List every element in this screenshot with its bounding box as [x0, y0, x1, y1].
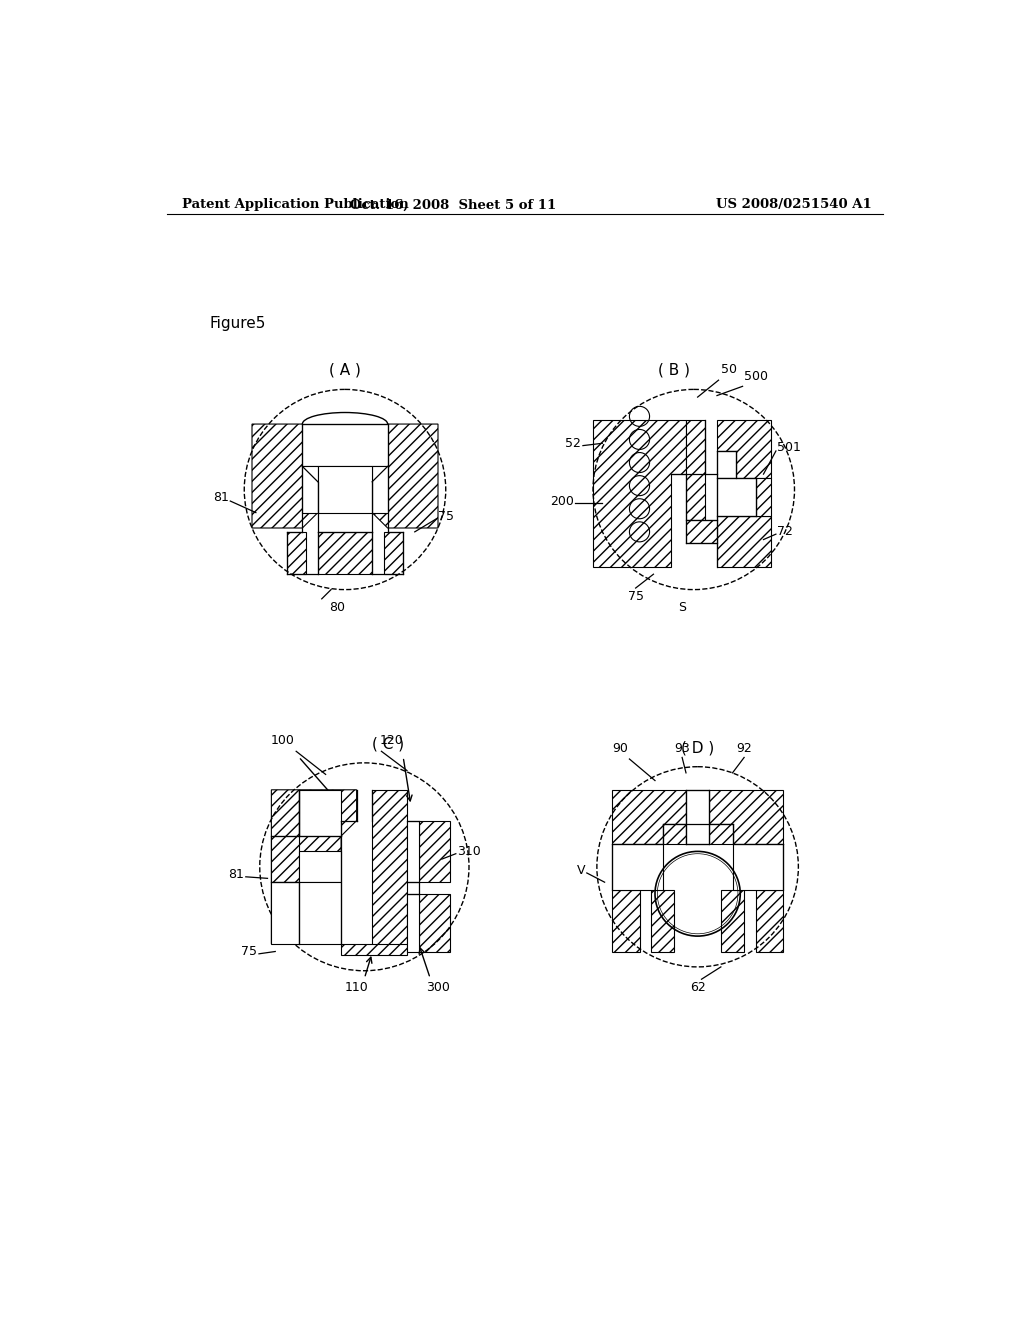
Text: 120: 120: [380, 734, 403, 747]
Polygon shape: [717, 420, 771, 478]
Text: 300: 300: [426, 981, 450, 994]
Text: 90: 90: [612, 742, 628, 755]
Polygon shape: [710, 789, 783, 843]
Polygon shape: [717, 516, 771, 566]
Polygon shape: [252, 424, 317, 528]
Text: ( C ): ( C ): [372, 737, 403, 751]
Polygon shape: [756, 890, 783, 952]
Text: 110: 110: [345, 981, 369, 994]
Bar: [299, 882, 341, 944]
Bar: [717, 478, 756, 516]
Text: 52: 52: [565, 437, 582, 450]
Bar: [407, 894, 419, 952]
Polygon shape: [756, 478, 771, 516]
Polygon shape: [317, 532, 372, 574]
Polygon shape: [593, 420, 686, 566]
Polygon shape: [341, 944, 407, 956]
Polygon shape: [271, 836, 299, 882]
Polygon shape: [721, 890, 744, 952]
Text: 50: 50: [721, 363, 737, 376]
Polygon shape: [384, 532, 403, 574]
Text: ( D ): ( D ): [681, 741, 715, 755]
Bar: [732, 843, 783, 890]
Polygon shape: [612, 890, 640, 952]
Text: Oct. 16, 2008  Sheet 5 of 11: Oct. 16, 2008 Sheet 5 of 11: [350, 198, 557, 211]
Polygon shape: [287, 532, 306, 574]
Text: 310: 310: [458, 845, 481, 858]
Text: 81: 81: [228, 869, 245, 880]
Text: 72: 72: [777, 525, 794, 539]
Polygon shape: [372, 424, 438, 528]
Polygon shape: [612, 789, 686, 843]
Polygon shape: [651, 890, 675, 952]
Text: ( A ): ( A ): [329, 363, 360, 378]
Text: 75: 75: [242, 945, 257, 958]
Text: 501: 501: [777, 441, 802, 454]
Text: 500: 500: [744, 370, 768, 383]
Bar: [271, 882, 299, 944]
Text: 100: 100: [270, 734, 295, 747]
Polygon shape: [419, 894, 450, 952]
Text: 75: 75: [438, 510, 454, 523]
Text: 62: 62: [690, 981, 706, 994]
Bar: [299, 789, 341, 836]
Bar: [612, 843, 663, 890]
Bar: [299, 851, 341, 882]
Bar: [302, 424, 388, 466]
Polygon shape: [686, 520, 717, 544]
Bar: [686, 789, 710, 843]
Polygon shape: [663, 825, 686, 843]
Text: 200: 200: [550, 495, 573, 508]
Bar: [372, 466, 388, 512]
Bar: [317, 466, 372, 512]
Text: 81: 81: [213, 491, 228, 504]
Text: 75: 75: [628, 590, 644, 603]
Text: ( B ): ( B ): [658, 363, 690, 378]
Bar: [717, 451, 736, 478]
Text: V: V: [577, 865, 586, 878]
Text: S: S: [678, 601, 686, 614]
Text: Patent Application Publication: Patent Application Publication: [182, 198, 409, 211]
Text: 93: 93: [674, 742, 690, 755]
Polygon shape: [372, 789, 407, 952]
Polygon shape: [710, 825, 732, 843]
Text: 80: 80: [330, 601, 345, 614]
Polygon shape: [419, 821, 450, 882]
Bar: [407, 821, 419, 882]
Polygon shape: [686, 420, 706, 520]
Polygon shape: [271, 789, 356, 944]
Text: 92: 92: [736, 742, 752, 755]
Bar: [302, 466, 317, 512]
Text: US 2008/0251540 A1: US 2008/0251540 A1: [716, 198, 872, 211]
Text: Figure5: Figure5: [209, 317, 266, 331]
